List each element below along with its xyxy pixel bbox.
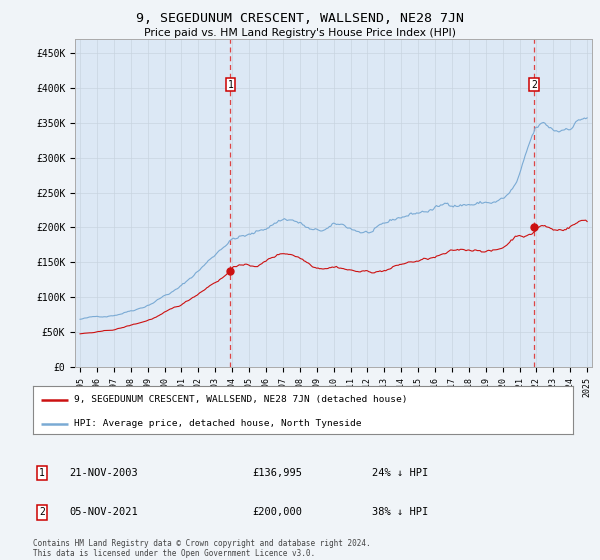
Text: HPI: Average price, detached house, North Tyneside: HPI: Average price, detached house, Nort… [74, 419, 361, 428]
Text: 38% ↓ HPI: 38% ↓ HPI [372, 507, 428, 517]
Text: £200,000: £200,000 [252, 507, 302, 517]
Text: Price paid vs. HM Land Registry's House Price Index (HPI): Price paid vs. HM Land Registry's House … [144, 28, 456, 38]
Text: 05-NOV-2021: 05-NOV-2021 [69, 507, 138, 517]
Text: 9, SEGEDUNUM CRESCENT, WALLSEND, NE28 7JN (detached house): 9, SEGEDUNUM CRESCENT, WALLSEND, NE28 7J… [74, 395, 407, 404]
Text: 24% ↓ HPI: 24% ↓ HPI [372, 468, 428, 478]
Text: 1: 1 [39, 468, 45, 478]
Text: 2: 2 [531, 80, 537, 90]
Text: 9, SEGEDUNUM CRESCENT, WALLSEND, NE28 7JN: 9, SEGEDUNUM CRESCENT, WALLSEND, NE28 7J… [136, 12, 464, 25]
Text: 2: 2 [39, 507, 45, 517]
Text: 1: 1 [227, 80, 233, 90]
Text: £136,995: £136,995 [252, 468, 302, 478]
Text: 21-NOV-2003: 21-NOV-2003 [69, 468, 138, 478]
Text: Contains HM Land Registry data © Crown copyright and database right 2024.
This d: Contains HM Land Registry data © Crown c… [33, 539, 371, 558]
